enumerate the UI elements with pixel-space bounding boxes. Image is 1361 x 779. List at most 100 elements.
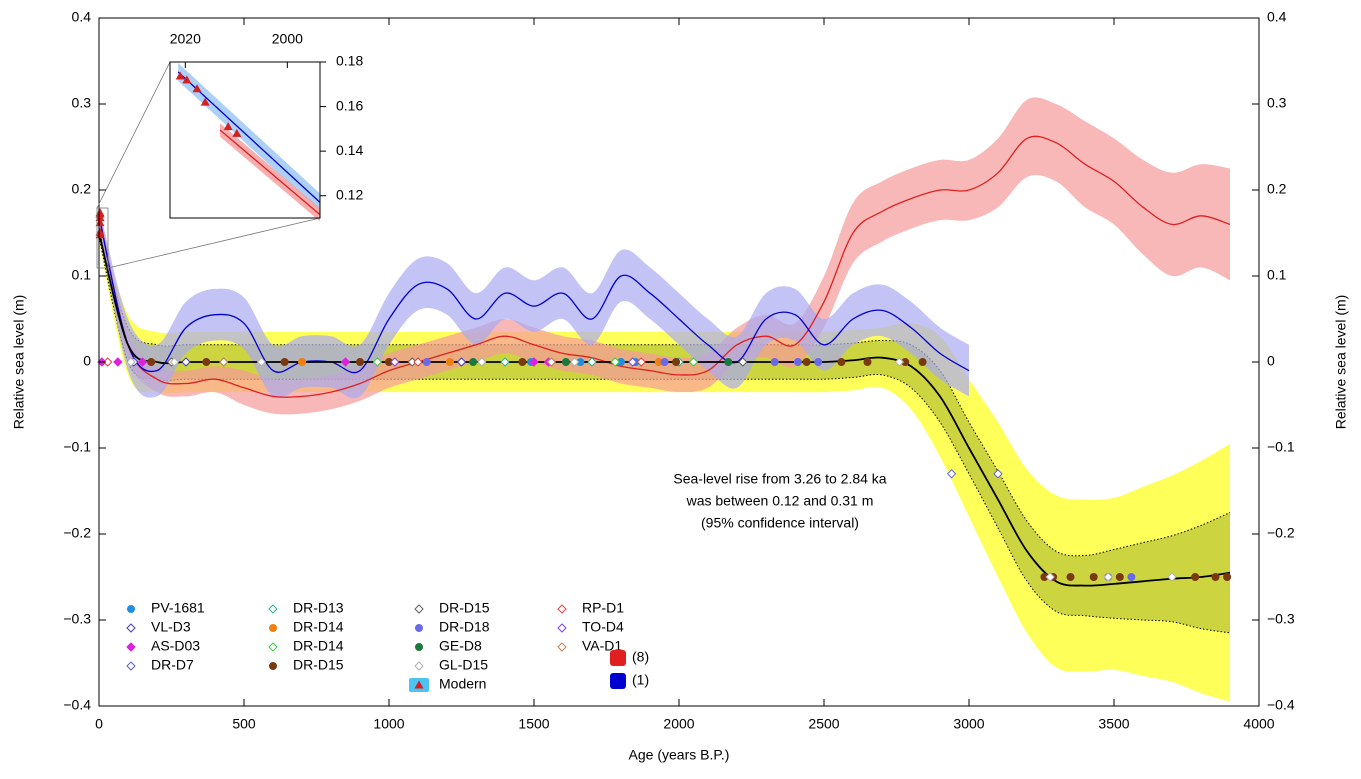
x-tick-label: 2500 xyxy=(808,716,839,732)
legend-marker xyxy=(415,643,423,651)
legend-label: DR-D14 xyxy=(293,619,344,635)
data-point xyxy=(456,357,467,367)
inset-x-tick-label: 2020 xyxy=(170,31,201,47)
legend-label: DR-D14 xyxy=(293,638,344,654)
data-point xyxy=(802,358,811,366)
data-point xyxy=(894,357,905,367)
zoom-connector xyxy=(96,61,171,209)
data-point xyxy=(814,358,823,366)
data-point xyxy=(256,357,267,367)
data-point xyxy=(182,75,192,84)
y-tick-label: −0.1 xyxy=(63,439,91,455)
data-point xyxy=(1127,573,1136,581)
data-point xyxy=(546,357,557,367)
y-tick-label: −0.3 xyxy=(63,611,91,627)
curve xyxy=(98,135,1231,398)
data-point xyxy=(1115,573,1124,581)
data-point xyxy=(477,357,487,367)
legend-marker xyxy=(126,661,136,671)
legend-marker xyxy=(610,650,626,666)
data-point xyxy=(202,358,211,366)
data-point xyxy=(1066,573,1075,581)
data-point xyxy=(946,469,957,479)
data-point xyxy=(298,358,306,366)
legend-label: DR-D18 xyxy=(439,619,490,635)
legend-label: Modern xyxy=(439,676,486,692)
data-point xyxy=(993,469,1003,479)
data-point xyxy=(1211,573,1220,581)
y-tick-label: 0 xyxy=(83,353,91,369)
data-point xyxy=(837,358,846,366)
data-point xyxy=(672,358,681,366)
data-point xyxy=(1191,573,1200,581)
data-point xyxy=(636,357,647,367)
y2-tick-label: −0.1 xyxy=(1267,439,1295,455)
data-point xyxy=(1045,572,1055,582)
y2-tick-label: −0.3 xyxy=(1267,611,1295,627)
data-point xyxy=(175,71,185,80)
data-point xyxy=(356,358,364,366)
legend-marker xyxy=(126,642,136,652)
x-tick-label: 0 xyxy=(95,716,103,732)
data-point xyxy=(1103,572,1113,582)
x-tick-label: 1500 xyxy=(518,716,549,732)
data-point xyxy=(610,357,620,367)
legend-label: PV-1681 xyxy=(151,600,205,616)
data-point xyxy=(95,218,105,227)
legend-marker xyxy=(414,661,424,671)
y-tick-label: 0.1 xyxy=(72,267,92,283)
y2-tick-label: 0.3 xyxy=(1267,95,1287,111)
legend-label: (1) xyxy=(632,672,649,688)
band-edge xyxy=(98,228,1231,557)
annotation: Sea-level rise from 3.26 to 2.84 ka xyxy=(673,471,886,487)
y2-tick-label: 0.2 xyxy=(1267,181,1287,197)
legend-marker xyxy=(126,623,136,633)
data-point xyxy=(627,357,638,367)
y-tick-label: −0.2 xyxy=(63,525,91,541)
zoom-connector xyxy=(107,217,321,269)
y-tick-label: 0.3 xyxy=(72,95,92,111)
data-point xyxy=(445,358,454,366)
data-point xyxy=(192,84,202,93)
x-tick-label: 500 xyxy=(232,716,256,732)
data-point xyxy=(561,358,570,366)
annotation: (95% confidence interval) xyxy=(701,515,859,531)
y-axis-title: Relative sea level (m) xyxy=(11,295,27,430)
legend-label: DR-D15 xyxy=(439,600,490,616)
data-point xyxy=(200,97,210,106)
legend-marker xyxy=(268,604,278,614)
plot-area xyxy=(95,97,1232,702)
data-point xyxy=(372,357,383,367)
legend-label: GL-D15 xyxy=(439,657,488,673)
y2-axis-title: Relative sea level (m) xyxy=(1333,295,1349,430)
legend-marker xyxy=(269,624,277,632)
legend-marker xyxy=(414,604,424,614)
legend-label: DR-D7 xyxy=(151,657,194,673)
y2-tick-label: −0.4 xyxy=(1267,697,1295,713)
data-point xyxy=(500,357,510,367)
data-point xyxy=(918,358,927,366)
x-tick-label: 3000 xyxy=(953,716,984,732)
legend: PV-1681 VL-D3 AS-D03 DR-D7 DR-D13 DR-D14 DR-D1… xyxy=(126,600,649,692)
data-point xyxy=(95,230,105,239)
inset-frame xyxy=(169,61,321,219)
x-tick-label: 3500 xyxy=(1098,716,1129,732)
legend-label: DR-D15 xyxy=(293,657,344,673)
legend-marker xyxy=(557,642,567,652)
y-tick-label: 0.2 xyxy=(72,181,92,197)
inset: 2020 2000 0.12 0.14 0.16 0.18 xyxy=(170,31,363,222)
data-point xyxy=(413,357,423,367)
data-point xyxy=(232,128,242,137)
data-point xyxy=(738,357,748,367)
data-point xyxy=(95,213,105,222)
y-tick-label: −0.4 xyxy=(63,697,91,713)
curve xyxy=(98,215,970,374)
annotation: was between 0.12 and 0.31 m xyxy=(686,493,874,509)
data-point xyxy=(340,357,351,367)
data-point xyxy=(113,357,123,367)
data-point xyxy=(863,358,872,366)
data-point xyxy=(529,357,539,367)
inset-curve xyxy=(219,129,321,216)
data-point xyxy=(688,357,699,367)
